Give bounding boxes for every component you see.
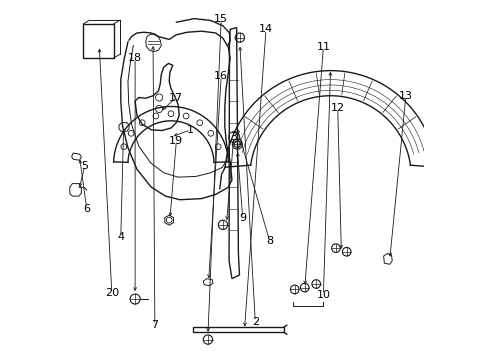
Text: 19: 19	[169, 136, 183, 145]
Text: 1: 1	[187, 125, 194, 135]
Text: 14: 14	[259, 24, 272, 35]
Text: 4: 4	[117, 232, 124, 242]
Text: 2: 2	[251, 317, 258, 327]
Text: 6: 6	[83, 204, 90, 214]
Text: 3: 3	[230, 132, 237, 142]
Text: 12: 12	[330, 103, 344, 113]
Text: 15: 15	[214, 14, 228, 24]
Text: 17: 17	[169, 93, 183, 103]
Text: 5: 5	[81, 161, 88, 171]
Text: 18: 18	[128, 53, 142, 63]
Text: 9: 9	[239, 213, 246, 222]
Text: 16: 16	[214, 71, 228, 81]
Text: 7: 7	[151, 320, 158, 330]
Text: 11: 11	[316, 42, 330, 52]
Text: 20: 20	[104, 288, 119, 298]
Text: 10: 10	[316, 290, 330, 300]
Text: 8: 8	[265, 236, 273, 246]
Text: 13: 13	[398, 91, 412, 101]
